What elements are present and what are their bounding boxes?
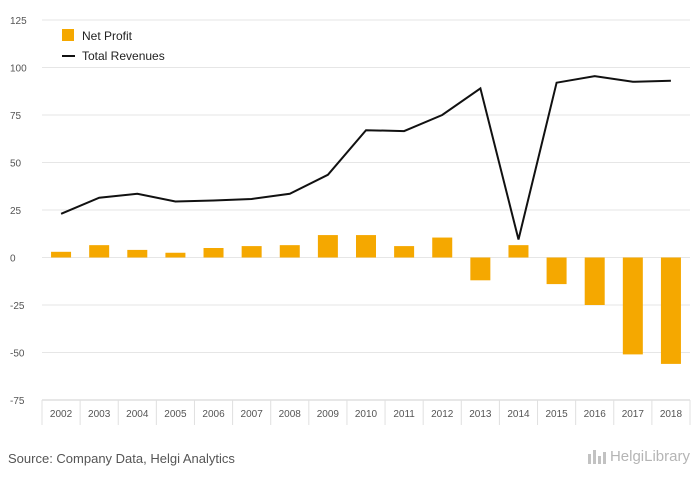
y-tick-label: -50 (10, 349, 25, 360)
net-profit-bar (432, 237, 453, 258)
legend-label-net-profit: Net Profit (82, 29, 133, 43)
x-tick-label: 2009 (317, 409, 340, 420)
net-profit-bar (89, 245, 110, 258)
y-tick-label: -75 (10, 396, 25, 407)
x-tick-label: 2002 (50, 409, 73, 420)
net-profit-bar (660, 257, 681, 364)
x-tick-label: 2003 (88, 409, 111, 420)
y-axis-tick-labels: 125 100 75 50 25 0 -25 -50 -75 (10, 16, 27, 407)
net-profit-bar (203, 248, 224, 258)
x-tick-label: 2018 (660, 409, 683, 420)
brand-logo: HelgiLibrary (587, 448, 690, 465)
y-tick-label: 25 (10, 206, 22, 217)
y-tick-label: -25 (10, 301, 25, 312)
x-tick-label: 2011 (393, 409, 415, 420)
net-profit-bar (51, 251, 72, 258)
source-note: Source: Company Data, Helgi Analytics (8, 451, 235, 466)
x-tick-label: 2010 (355, 409, 378, 420)
net-profit-bar (127, 249, 148, 258)
y-tick-label: 100 (10, 64, 27, 75)
net-profit-bar (508, 245, 529, 258)
y-tick-label: 0 (10, 254, 16, 265)
brand-name: HelgiLibrary (609, 448, 690, 465)
x-tick-label: 2014 (507, 409, 530, 420)
net-profit-bar (241, 246, 262, 258)
net-profit-bars (51, 235, 681, 364)
x-tick-label: 2005 (164, 409, 187, 420)
x-tick-label: 2008 (279, 409, 302, 420)
y-tick-label: 50 (10, 159, 22, 170)
x-tick-label: 2017 (622, 409, 645, 420)
y-tick-label: 125 (10, 16, 27, 27)
net-profit-bar (470, 257, 491, 281)
net-profit-bar (546, 257, 567, 285)
net-profit-bar (279, 245, 300, 258)
legend: Net Profit Total Revenues (62, 29, 165, 63)
net-profit-bar (622, 257, 643, 355)
net-profit-bar (356, 235, 376, 258)
x-tick-label: 2012 (431, 409, 454, 420)
y-tick-label: 75 (10, 111, 22, 122)
x-tick-label: 2006 (202, 409, 225, 420)
net-profit-bar (317, 235, 338, 258)
net-profit-bar (584, 257, 605, 305)
net-profit-bar (394, 246, 415, 258)
legend-label-total-revenues: Total Revenues (82, 49, 165, 63)
x-tick-label: 2015 (545, 409, 568, 420)
x-axis: 2002 2003 2004 2005 2006 2007 2008 2009 2010 2011… (41, 399, 691, 425)
total-revenues-line (60, 75, 671, 240)
legend-swatch-net-profit (62, 29, 74, 41)
library-icon (587, 449, 606, 464)
net-profit-bar (165, 252, 186, 258)
x-tick-label: 2004 (126, 409, 149, 420)
x-tick-label: 2013 (469, 409, 492, 420)
x-tick-label: 2007 (241, 409, 264, 420)
x-tick-label: 2016 (584, 409, 607, 420)
